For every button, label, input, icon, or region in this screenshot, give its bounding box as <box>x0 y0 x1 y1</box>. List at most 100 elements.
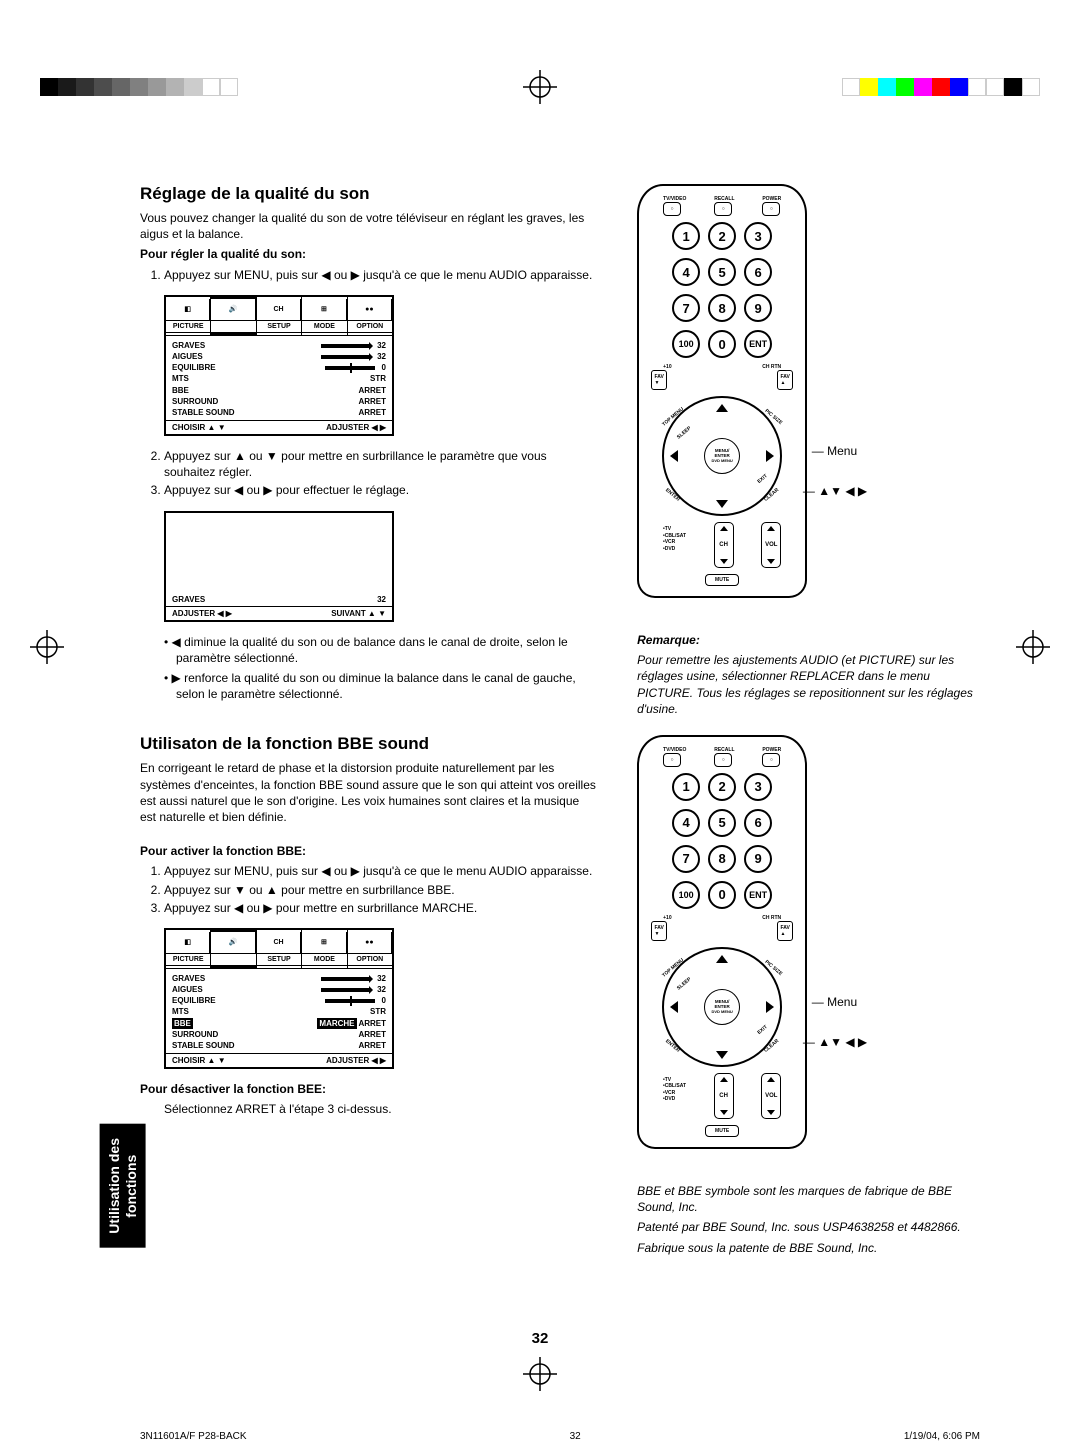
remote-btn-4: 4 <box>672 258 700 286</box>
deactivate-text: Sélectionnez ARRET à l'étape 3 ci-dessus… <box>140 1101 597 1117</box>
registration-cross-bottom-wrap <box>0 1347 1080 1401</box>
trademark-3: Fabrique sous la patente de BBE Sound, I… <box>637 1240 980 1256</box>
footer-center: 32 <box>570 1431 581 1442</box>
osd-slim-label: GRAVES <box>172 595 205 604</box>
callout-arrows-text-2: ▲▼ ◀ ▶ <box>818 1035 867 1049</box>
osd-foot-right-2: ADJUSTER ◀ ▶ <box>326 1056 386 1065</box>
osd-row-equilibre: EQUILIBRE 0 <box>172 362 386 373</box>
registration-cross-right <box>1016 630 1050 667</box>
osd-slim-val: 32 <box>377 595 386 604</box>
osd-slim-foot: ADJUSTER ◀ ▶ SUIVANT ▲ ▼ <box>166 606 392 620</box>
osd-row-surround: SURROUNDARRET <box>172 1029 386 1040</box>
osd-tab-option: ●●OPTION <box>348 297 392 336</box>
callout-arrows-2: — ▲▼ ◀ ▶ <box>803 1035 867 1049</box>
remote-menu-enter: MENU/ENTERDVD MENU <box>704 438 740 474</box>
registration-cross-bottom <box>523 1357 557 1391</box>
heading-bbe: Utilisaton de la fonction BBE sound <box>140 734 597 754</box>
trademark-2: Patenté par BBE Sound, Inc. sous USP4638… <box>637 1219 980 1235</box>
osd-slim-foot-r: SUIVANT ▲ ▼ <box>331 609 386 618</box>
heading-sound-quality: Réglage de la qualité du son <box>140 184 597 204</box>
osd-tab-picture: ◧PICTURE <box>166 297 211 336</box>
remote-btn-3: 3 <box>744 773 772 801</box>
remote-vol-rocker: VOL <box>761 1073 781 1119</box>
bullets-sound: • ◀ diminue la qualité du son ou de bala… <box>140 634 597 703</box>
remote-dpad: MENU/ENTERDVD MENUTOP MENUPIC SIZEENTERC… <box>662 396 782 516</box>
osd-foot-left-2: CHOISIR ▲ ▼ <box>172 1056 226 1065</box>
remote-vol-rocker: VOL <box>761 522 781 568</box>
remote-btn-9: 9 <box>744 845 772 873</box>
osd-footer-2: CHOISIR ▲ ▼ ADJUSTER ◀ ▶ <box>166 1053 392 1067</box>
remote-btn-7: 7 <box>672 294 700 322</box>
osd-tabs-2: ◧PICTURE🔊AUDIOCHSETUP⊞MODE●●OPTION <box>166 930 392 969</box>
section-side-tab: Utilisation des fonctions <box>100 1124 146 1248</box>
remote-btn-3: 3 <box>744 222 772 250</box>
remote-btn-ENT: ENT <box>744 881 772 909</box>
callout-arrows-text-1: ▲▼ ◀ ▶ <box>818 484 867 498</box>
bullet2-text: ▶ renforce la qualité du son ou diminue … <box>172 671 576 701</box>
remote-btn-8: 8 <box>708 845 736 873</box>
footer-left: 3N11601A/F P28-BACK <box>140 1431 247 1442</box>
subhead-activate-bbe: Pour activer la fonction BBE: <box>140 843 597 859</box>
osd-tab-audio: 🔊AUDIO <box>211 297 256 336</box>
step-2-3: Appuyez sur ◀ ou ▶ pour mettre en surbri… <box>164 900 597 916</box>
steps-list-2: Appuyez sur MENU, puis sur ◀ ou ▶ jusqu'… <box>140 863 597 916</box>
steps-list-1b: Appuyez sur ▲ ou ▼ pour mettre en surbri… <box>140 448 597 499</box>
osd-slider-box: GRAVES 32 ADJUSTER ◀ ▶ SUIVANT ▲ ▼ <box>164 511 394 622</box>
remote-btn-5: 5 <box>708 809 736 837</box>
osd-row-graves: GRAVES 32 <box>172 340 386 351</box>
remarque-body: Pour remettre les ajustements AUDIO (et … <box>637 652 980 717</box>
osd-footer-1: CHOISIR ▲ ▼ ADJUSTER ◀ ▶ <box>166 420 392 434</box>
osd-row-stable-sound: STABLE SOUNDARRET <box>172 407 386 418</box>
osd-slim-foot-l: ADJUSTER ◀ ▶ <box>172 609 232 618</box>
osd-audio-menu-1: ◧PICTURE🔊AUDIOCHSETUP⊞MODE●●OPTION GRAVE… <box>164 295 394 436</box>
remote-btn-0: 0 <box>708 330 736 358</box>
right-column: TV/VIDEO○RECALL○POWER○1234567891000ENT+1… <box>637 184 980 1260</box>
callout-menu-2: — Menu <box>812 995 857 1009</box>
step-1-2: Appuyez sur ▲ ou ▼ pour mettre en surbri… <box>164 448 597 480</box>
color-swatch-strip <box>842 78 1040 96</box>
footer-right: 1/19/04, 6:06 PM <box>904 1431 980 1442</box>
bullet-right-arrow: • ▶ renforce la qualité du son ou diminu… <box>164 670 597 702</box>
trademark-1: BBE et BBE symbole sont les marques de f… <box>637 1183 980 1215</box>
osd-tab-option: ●●OPTION <box>348 930 392 969</box>
remote-ch-rocker: CH <box>714 1073 734 1119</box>
page-content: Utilisation des fonctions Réglage de la … <box>0 114 1080 1300</box>
step-1-3: Appuyez sur ◀ ou ▶ pour effectuer le rég… <box>164 482 597 498</box>
osd-slim-row: GRAVES 32 <box>166 593 392 606</box>
osd-row-aigues: AIGUES 32 <box>172 351 386 362</box>
side-tab-line2: fonctions <box>123 1154 139 1217</box>
remote-illustration-1: TV/VIDEO○RECALL○POWER○1234567891000ENT+1… <box>637 184 807 598</box>
callout-menu-text-1: Menu <box>827 444 857 458</box>
remote-btn-ENT: ENT <box>744 330 772 358</box>
remote-btn-2: 2 <box>708 773 736 801</box>
callout-arrows-1: — ▲▼ ◀ ▶ <box>803 484 867 498</box>
osd-row-stable-sound: STABLE SOUNDARRET <box>172 1040 386 1051</box>
remote-dpad: MENU/ENTERDVD MENUTOP MENUPIC SIZEENTERC… <box>662 947 782 1067</box>
remote-mute: MUTE <box>705 1125 739 1137</box>
step-2-1: Appuyez sur MENU, puis sur ◀ ou ▶ jusqu'… <box>164 863 597 879</box>
remote-btn-9: 9 <box>744 294 772 322</box>
osd-foot-right-1: ADJUSTER ◀ ▶ <box>326 423 386 432</box>
remote-btn-6: 6 <box>744 809 772 837</box>
remote-ch-rocker: CH <box>714 522 734 568</box>
osd-foot-left-1: CHOISIR ▲ ▼ <box>172 423 226 432</box>
osd-row-equilibre: EQUILIBRE 0 <box>172 995 386 1006</box>
remote-container-2: TV/VIDEO○RECALL○POWER○1234567891000ENT+1… <box>637 735 807 1149</box>
intro-sound-quality: Vous pouvez changer la qualité du son de… <box>140 210 597 242</box>
osd-row-bbe: BBEARRET <box>172 385 386 396</box>
remote-btn-4: 4 <box>672 809 700 837</box>
remote-btn-8: 8 <box>708 294 736 322</box>
intro-bbe: En corrigeant le retard de phase et la d… <box>140 760 597 825</box>
footer-meta: 3N11601A/F P28-BACK 32 1/19/04, 6:06 PM <box>0 1401 1080 1452</box>
osd-row-aigues: AIGUES 32 <box>172 984 386 995</box>
remote-btn-7: 7 <box>672 845 700 873</box>
remote-btn-2: 2 <box>708 222 736 250</box>
osd-row-surround: SURROUNDARRET <box>172 396 386 407</box>
osd-body-1: GRAVES 32AIGUES 32EQUILIBRE 0MTSSTRBBEAR… <box>166 336 392 420</box>
callout-menu-1: — Menu <box>812 444 857 458</box>
osd-tab-picture: ◧PICTURE <box>166 930 211 969</box>
remarque-heading: Remarque: <box>637 632 980 648</box>
subhead-adjust-sound: Pour régler la qualité du son: <box>140 246 597 262</box>
step-2-2: Appuyez sur ▼ ou ▲ pour mettre en surbri… <box>164 882 597 898</box>
osd-tab-mode: ⊞MODE <box>302 930 347 969</box>
